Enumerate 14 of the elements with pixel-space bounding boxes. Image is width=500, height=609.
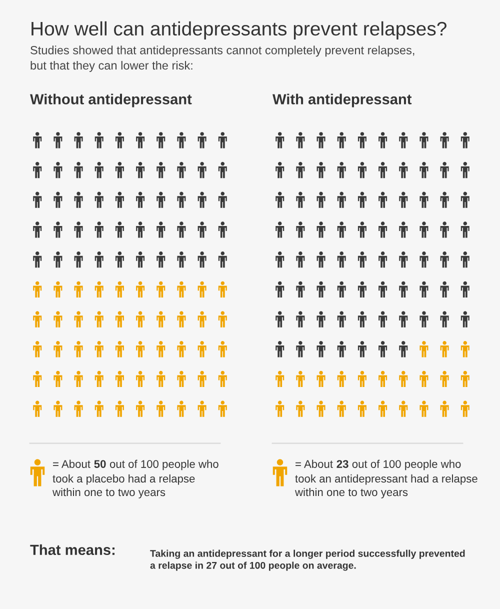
text: took a placebo had a relapse within one to two years bbox=[52, 474, 195, 498]
data-label: 50 bbox=[94, 460, 106, 468]
text: out of 100 people who bbox=[110, 460, 218, 470]
text: Studies showed that antidepressants cannot completely prevent relapses, but that they can lower the risk: bbox=[30, 46, 414, 72]
text: took an antidepressant had a relapse within one to two years bbox=[294, 474, 478, 498]
text: out of 100 people who bbox=[352, 460, 461, 470]
category-label: Without antidepressant bbox=[30, 94, 192, 108]
data-label: 23 bbox=[336, 460, 348, 468]
text: That means: bbox=[30, 544, 114, 556]
text: How well can antidepressants prevent relapses? bbox=[32, 21, 446, 40]
category-label: With antidepressant bbox=[272, 94, 412, 108]
text: = About bbox=[296, 460, 333, 468]
text: = About bbox=[53, 460, 90, 468]
text: Taking an antidepressant for a longer period successfully prevented a relapse in 27 out of 100 people on average. bbox=[150, 550, 465, 571]
